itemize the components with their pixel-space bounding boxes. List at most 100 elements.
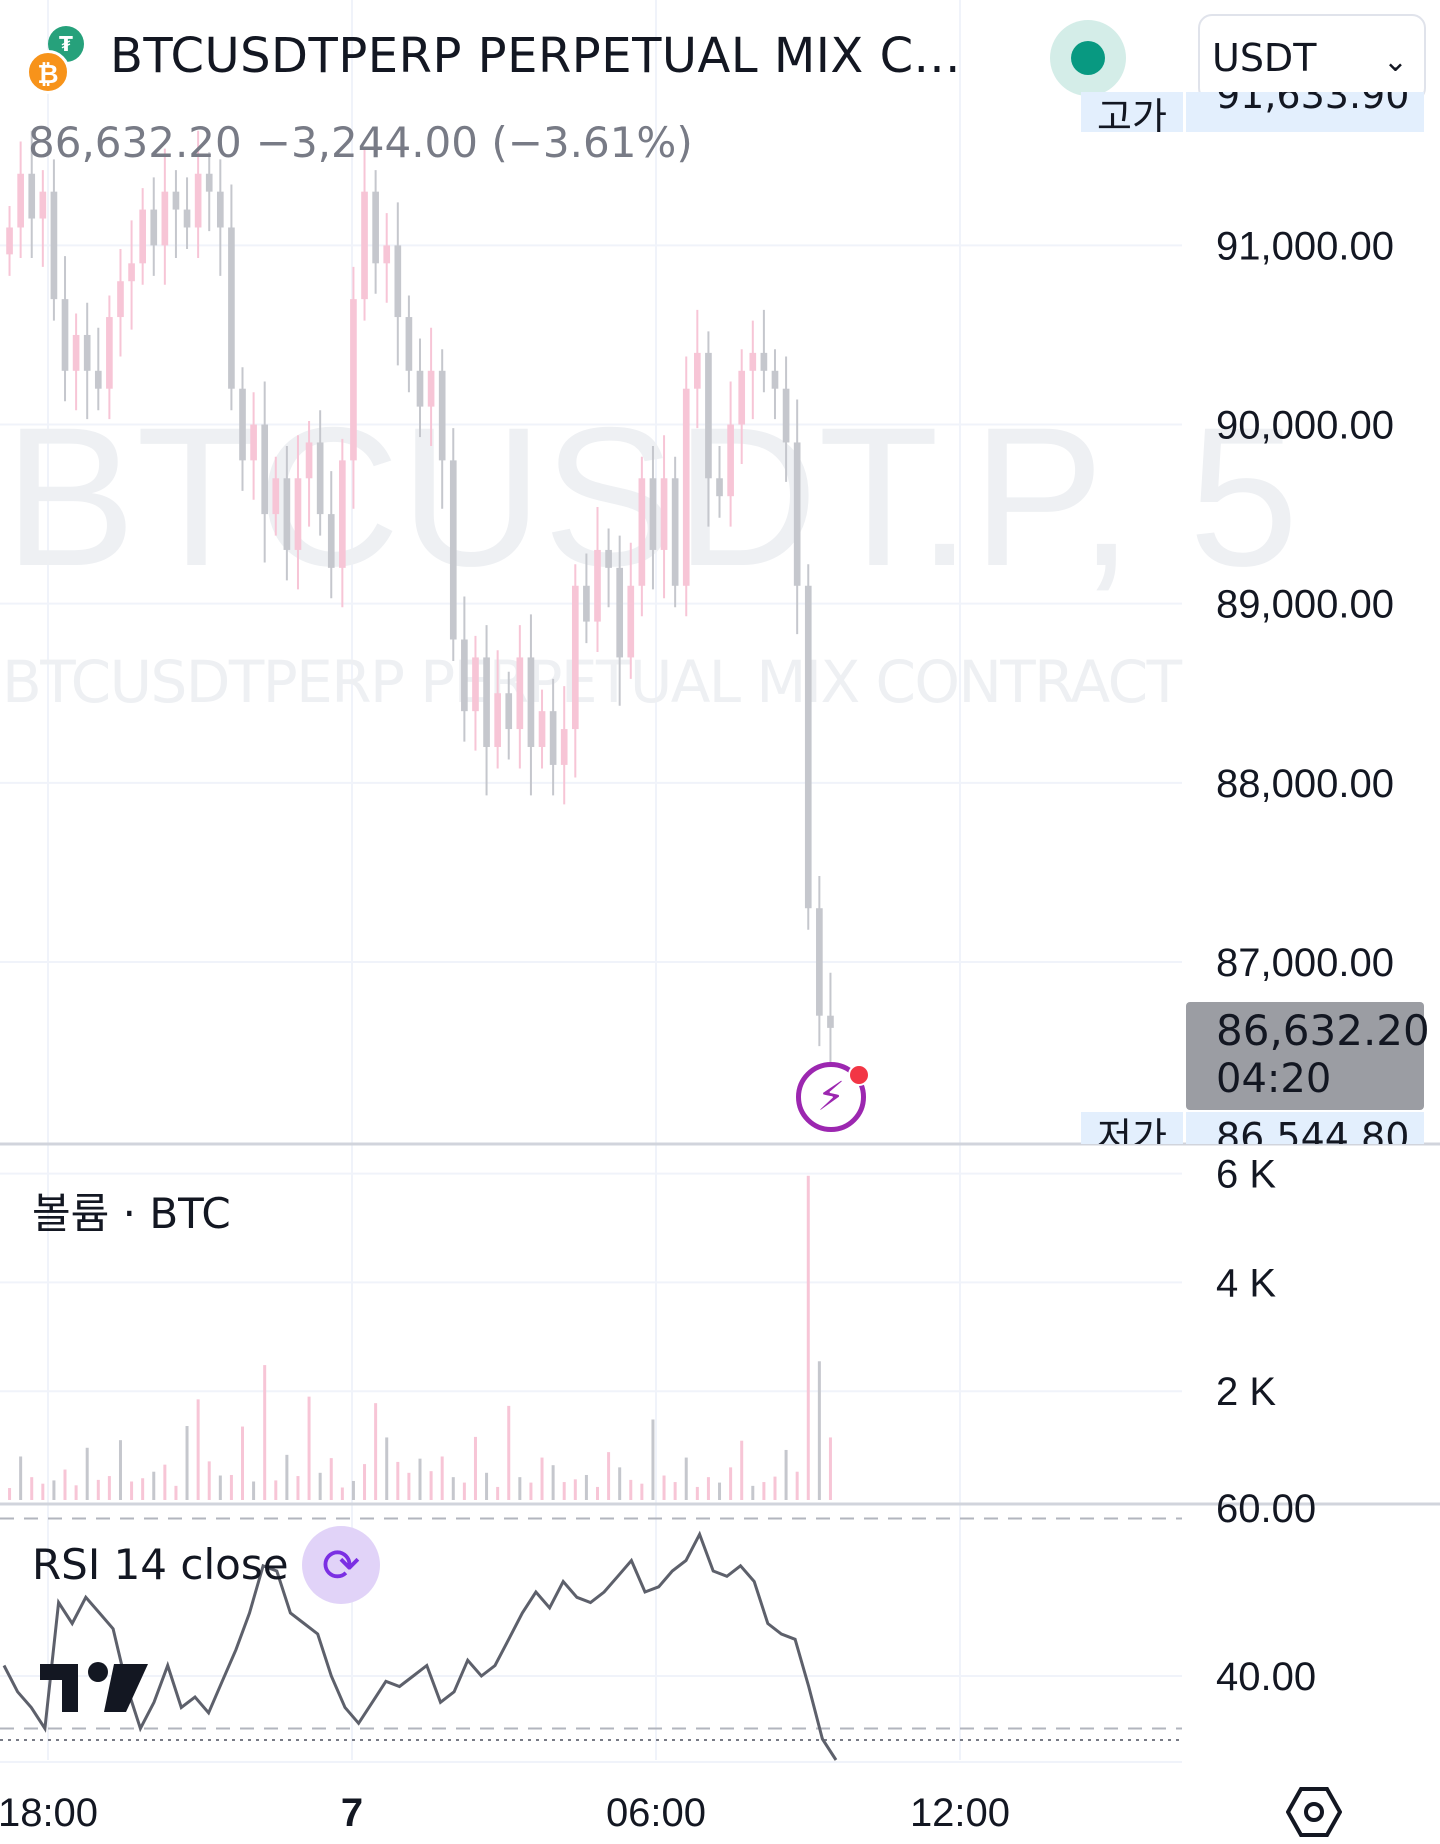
candle-body [139,209,146,264]
volume-bar [52,1480,56,1500]
candle-body [294,478,302,550]
candle-body [483,657,490,747]
volume-bar [241,1426,245,1500]
chevron-down-icon: ⌄ [1382,44,1408,79]
volume-bar [673,1482,677,1500]
refresh-icon[interactable]: ⟳ [302,1526,380,1604]
volume-bar [130,1481,134,1500]
volume-pane-label: 볼륨 · BTC [32,1189,231,1238]
volume-bar [74,1485,78,1500]
volume-bar [307,1396,311,1500]
price-axis-label: 91,000.00 [1216,224,1394,268]
price-summary: 86,632.20 −3,244.00 (−3.61%) [28,118,693,167]
candle-body [183,209,191,228]
volume-bar [451,1477,455,1500]
candle-body [827,1015,834,1028]
volume-bar [96,1479,100,1500]
time-axis-label: 7 [341,1791,363,1835]
candle-body [472,657,479,712]
price-axis-label: 87,000.00 [1216,941,1394,985]
volume-bar [318,1472,322,1500]
axes: 18:00 7 06:00 12:00 87,000.00 88,000.00 89,000… [0,224,1394,1835]
bar-countdown: 04:20 [1216,1056,1332,1102]
live-status-icon[interactable] [1050,20,1126,96]
notification-dot [848,1064,870,1086]
candle-body [716,478,723,497]
candle-body [782,388,790,443]
candle-body [605,549,612,568]
last-price-tag: 86,632.20 04:20 [1186,1002,1430,1110]
candle-body [816,908,823,1016]
candle-body [660,478,668,550]
candle-body [427,370,435,407]
candle-body [616,567,624,658]
bitcoin-icon: ₿ [26,50,70,94]
volume-series [8,1175,832,1500]
candle-body [594,549,601,622]
volume-bar [573,1479,577,1500]
time-axis-label: 06:00 [606,1791,706,1835]
volume-bar [274,1480,278,1500]
volume-bar [118,1440,122,1500]
volume-bar [30,1477,34,1500]
symbol-title[interactable]: BTCUSDTPERP PERPETUAL MIX C... [110,28,961,84]
candle-body [172,191,180,210]
currency-select[interactable]: USDT ⌄ [1198,14,1426,102]
volume-bar [19,1456,23,1500]
candle-body [17,173,24,228]
volume-bar [329,1458,333,1500]
rsi-pane [0,1517,1182,1761]
volume-bar [141,1478,145,1500]
volume-bar [218,1475,222,1500]
volume-bar [285,1454,289,1500]
volume-bar [340,1487,344,1500]
volume-bar [351,1480,355,1500]
candle-body [538,711,546,747]
rsi-line [2,1530,838,1761]
rsi-pane-label: RSI 14 close [32,1540,289,1589]
volume-bar [828,1437,832,1500]
volume-bar [462,1482,466,1500]
volume-bar [396,1461,400,1500]
volume-bar [185,1426,189,1500]
candle-body [505,693,513,730]
volume-bar [618,1467,622,1500]
candle-body [771,370,779,389]
volume-bar [706,1477,710,1500]
candle-body [250,424,257,461]
volume-axis-label: 2 K [1216,1370,1276,1414]
volume-bar [540,1457,544,1500]
candle-body [83,334,91,371]
settings-icon[interactable] [1286,1784,1342,1840]
tradingview-logo [40,1662,148,1712]
volume-bar [174,1485,178,1500]
candle-body [361,191,368,300]
candle-body [494,693,501,747]
grid-lines [0,0,1440,1763]
candle-body [106,317,113,389]
volume-bar [407,1472,411,1500]
candle-body [694,352,701,389]
candle-body [261,424,269,515]
volume-bar [507,1405,511,1500]
volume-axis-label: 4 K [1216,1261,1276,1305]
volume-bar [440,1456,444,1500]
candle-body [516,657,524,730]
candle-body [50,191,58,300]
volume-bar [651,1419,655,1500]
volume-bar [473,1436,477,1500]
volume-bar [762,1482,766,1500]
candle-body [449,460,457,640]
time-axis-label: 18:00 [0,1791,98,1835]
candle-body [727,424,734,497]
volume-bar [817,1361,821,1500]
volume-bar [529,1482,533,1500]
candle-body [239,388,246,461]
candle-body [305,442,313,479]
candle-body [649,478,657,550]
volume-bar [806,1175,810,1500]
volume-bar [263,1365,267,1500]
volume-bar [8,1488,12,1500]
volume-bar [163,1464,167,1500]
